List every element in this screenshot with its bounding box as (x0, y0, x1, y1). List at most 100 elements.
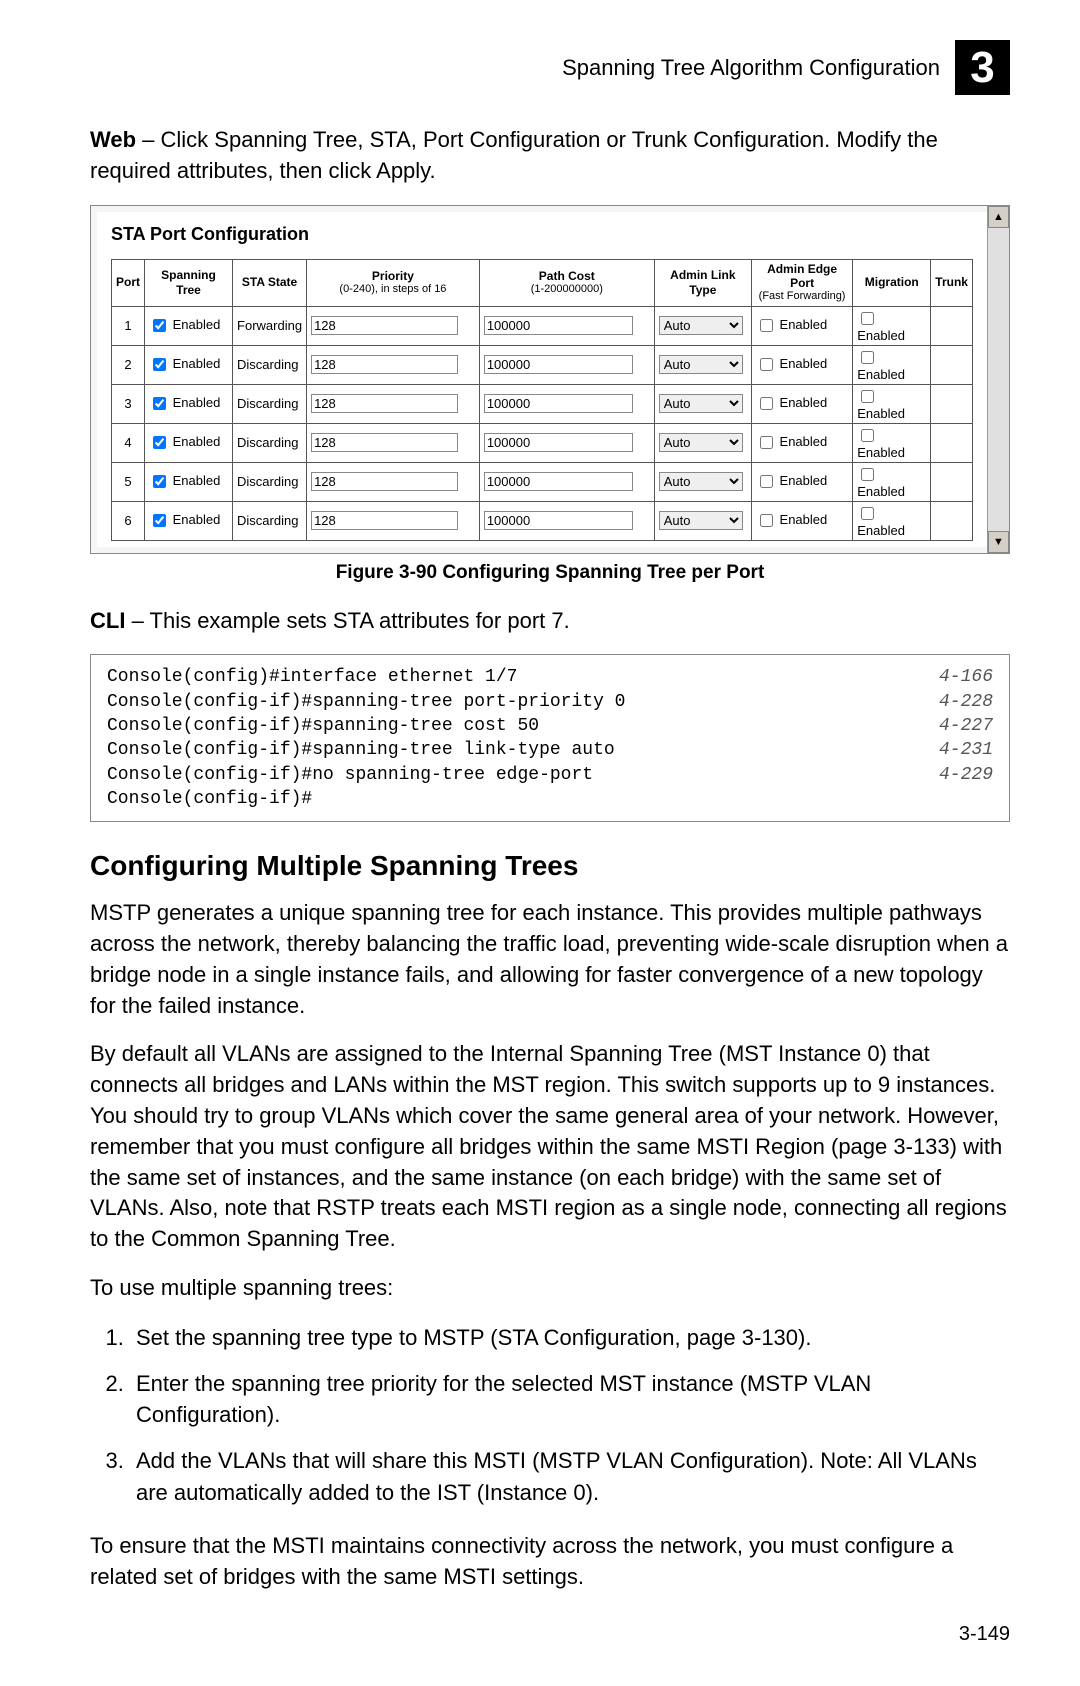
cli-command: Console(config)#interface ethernet 1/7 (107, 665, 517, 689)
cli-ref: 4-166 (939, 665, 993, 689)
port-cell: 2 (112, 345, 145, 384)
admin-edge-cell: Enabled (751, 345, 852, 384)
pathcost-input[interactable] (484, 472, 633, 491)
spanning-tree-checkbox[interactable] (153, 397, 166, 410)
col-trunk: Trunk (931, 259, 973, 306)
priority-cell (307, 423, 480, 462)
scroll-up-icon[interactable]: ▲ (988, 206, 1009, 228)
pathcost-input[interactable] (484, 355, 633, 374)
priority-input[interactable] (311, 472, 458, 491)
spanning-tree-checkbox[interactable] (153, 358, 166, 371)
priority-input[interactable] (311, 511, 458, 530)
migration-checkbox[interactable] (861, 312, 874, 325)
spanning-tree-cell: Enabled (145, 345, 233, 384)
pathcost-input[interactable] (484, 394, 633, 413)
admin-link-select[interactable]: Auto (659, 472, 743, 491)
spanning-tree-checkbox[interactable] (153, 475, 166, 488)
priority-cell (307, 462, 480, 501)
migration-cell: Enabled (853, 423, 931, 462)
cli-ref: 4-229 (939, 763, 993, 787)
trunk-cell (931, 345, 973, 384)
spanning-tree-checkbox[interactable] (153, 319, 166, 332)
pathcost-cell (479, 345, 654, 384)
sta-state-cell: Discarding (233, 384, 307, 423)
priority-input[interactable] (311, 394, 458, 413)
table-row: 3 EnabledDiscardingAuto Enabled Enabled (112, 384, 973, 423)
admin-edge-checkbox[interactable] (760, 475, 773, 488)
spanning-tree-cell: Enabled (145, 384, 233, 423)
paragraph-1: MSTP generates a unique spanning tree fo… (90, 898, 1010, 1021)
trunk-cell (931, 384, 973, 423)
list-item: Add the VLANs that will share this MSTI … (130, 1445, 1010, 1509)
admin-link-cell: Auto (654, 501, 751, 540)
admin-edge-cell: Enabled (751, 306, 852, 345)
admin-link-select[interactable]: Auto (659, 316, 743, 335)
priority-input[interactable] (311, 355, 458, 374)
table-row: 2 EnabledDiscardingAuto Enabled Enabled (112, 345, 973, 384)
admin-link-select[interactable]: Auto (659, 394, 743, 413)
table-row: 1 EnabledForwardingAuto Enabled Enabled (112, 306, 973, 345)
migration-checkbox[interactable] (861, 390, 874, 403)
priority-input[interactable] (311, 433, 458, 452)
admin-edge-cell: Enabled (751, 501, 852, 540)
admin-link-select[interactable]: Auto (659, 511, 743, 530)
pathcost-input[interactable] (484, 511, 633, 530)
paragraph-4: To ensure that the MSTI maintains connec… (90, 1531, 1010, 1593)
cli-command: Console(config-if)#no spanning-tree edge… (107, 763, 593, 787)
migration-checkbox[interactable] (861, 351, 874, 364)
steps-list: Set the spanning tree type to MSTP (STA … (90, 1322, 1010, 1509)
cli-line: Console(config-if)#spanning-tree link-ty… (107, 738, 993, 762)
cli-command: Console(config-if)#spanning-tree cost 50 (107, 714, 539, 738)
spanning-tree-checkbox[interactable] (153, 436, 166, 449)
header-title: Spanning Tree Algorithm Configuration (562, 55, 940, 81)
admin-edge-checkbox[interactable] (760, 397, 773, 410)
paragraph-2: By default all VLANs are assigned to the… (90, 1039, 1010, 1255)
trunk-cell (931, 423, 973, 462)
pathcost-cell (479, 306, 654, 345)
figure-caption: Figure 3-90 Configuring Spanning Tree pe… (90, 562, 1010, 584)
admin-link-select[interactable]: Auto (659, 433, 743, 452)
cli-line: Console(config-if)# (107, 787, 993, 811)
port-cell: 6 (112, 501, 145, 540)
admin-edge-checkbox[interactable] (760, 358, 773, 371)
col-admin-link: Admin Link Type (654, 259, 751, 306)
intro-text: – Click Spanning Tree, STA, Port Configu… (90, 127, 938, 183)
admin-link-cell: Auto (654, 345, 751, 384)
priority-input[interactable] (311, 316, 458, 335)
admin-edge-checkbox[interactable] (760, 514, 773, 527)
spanning-tree-cell: Enabled (145, 423, 233, 462)
port-cell: 1 (112, 306, 145, 345)
spanning-tree-cell: Enabled (145, 306, 233, 345)
pathcost-cell (479, 462, 654, 501)
pathcost-input[interactable] (484, 433, 633, 452)
priority-cell (307, 501, 480, 540)
spanning-tree-cell: Enabled (145, 462, 233, 501)
admin-edge-checkbox[interactable] (760, 319, 773, 332)
admin-edge-cell: Enabled (751, 423, 852, 462)
admin-link-select[interactable]: Auto (659, 355, 743, 374)
migration-checkbox[interactable] (861, 429, 874, 442)
list-item: Set the spanning tree type to MSTP (STA … (130, 1322, 1010, 1354)
migration-checkbox[interactable] (861, 507, 874, 520)
cli-command: Console(config-if)#spanning-tree link-ty… (107, 738, 615, 762)
sta-state-cell: Forwarding (233, 306, 307, 345)
admin-edge-checkbox[interactable] (760, 436, 773, 449)
scrollbar[interactable]: ▲ ▼ (987, 206, 1009, 553)
migration-cell: Enabled (853, 306, 931, 345)
priority-cell (307, 306, 480, 345)
intro-paragraph: Web – Click Spanning Tree, STA, Port Con… (90, 125, 1010, 187)
sta-state-cell: Discarding (233, 423, 307, 462)
pathcost-cell (479, 423, 654, 462)
sta-config-title: STA Port Configuration (111, 224, 973, 245)
pathcost-input[interactable] (484, 316, 633, 335)
spanning-tree-checkbox[interactable] (153, 514, 166, 527)
spanning-tree-cell: Enabled (145, 501, 233, 540)
list-item: Enter the spanning tree priority for the… (130, 1368, 1010, 1432)
admin-edge-cell: Enabled (751, 462, 852, 501)
trunk-cell (931, 462, 973, 501)
page-header: Spanning Tree Algorithm Configuration 3 (90, 40, 1010, 95)
cli-intro: CLI – This example sets STA attributes f… (90, 606, 1010, 637)
scroll-down-icon[interactable]: ▼ (988, 531, 1009, 553)
trunk-cell (931, 501, 973, 540)
migration-checkbox[interactable] (861, 468, 874, 481)
